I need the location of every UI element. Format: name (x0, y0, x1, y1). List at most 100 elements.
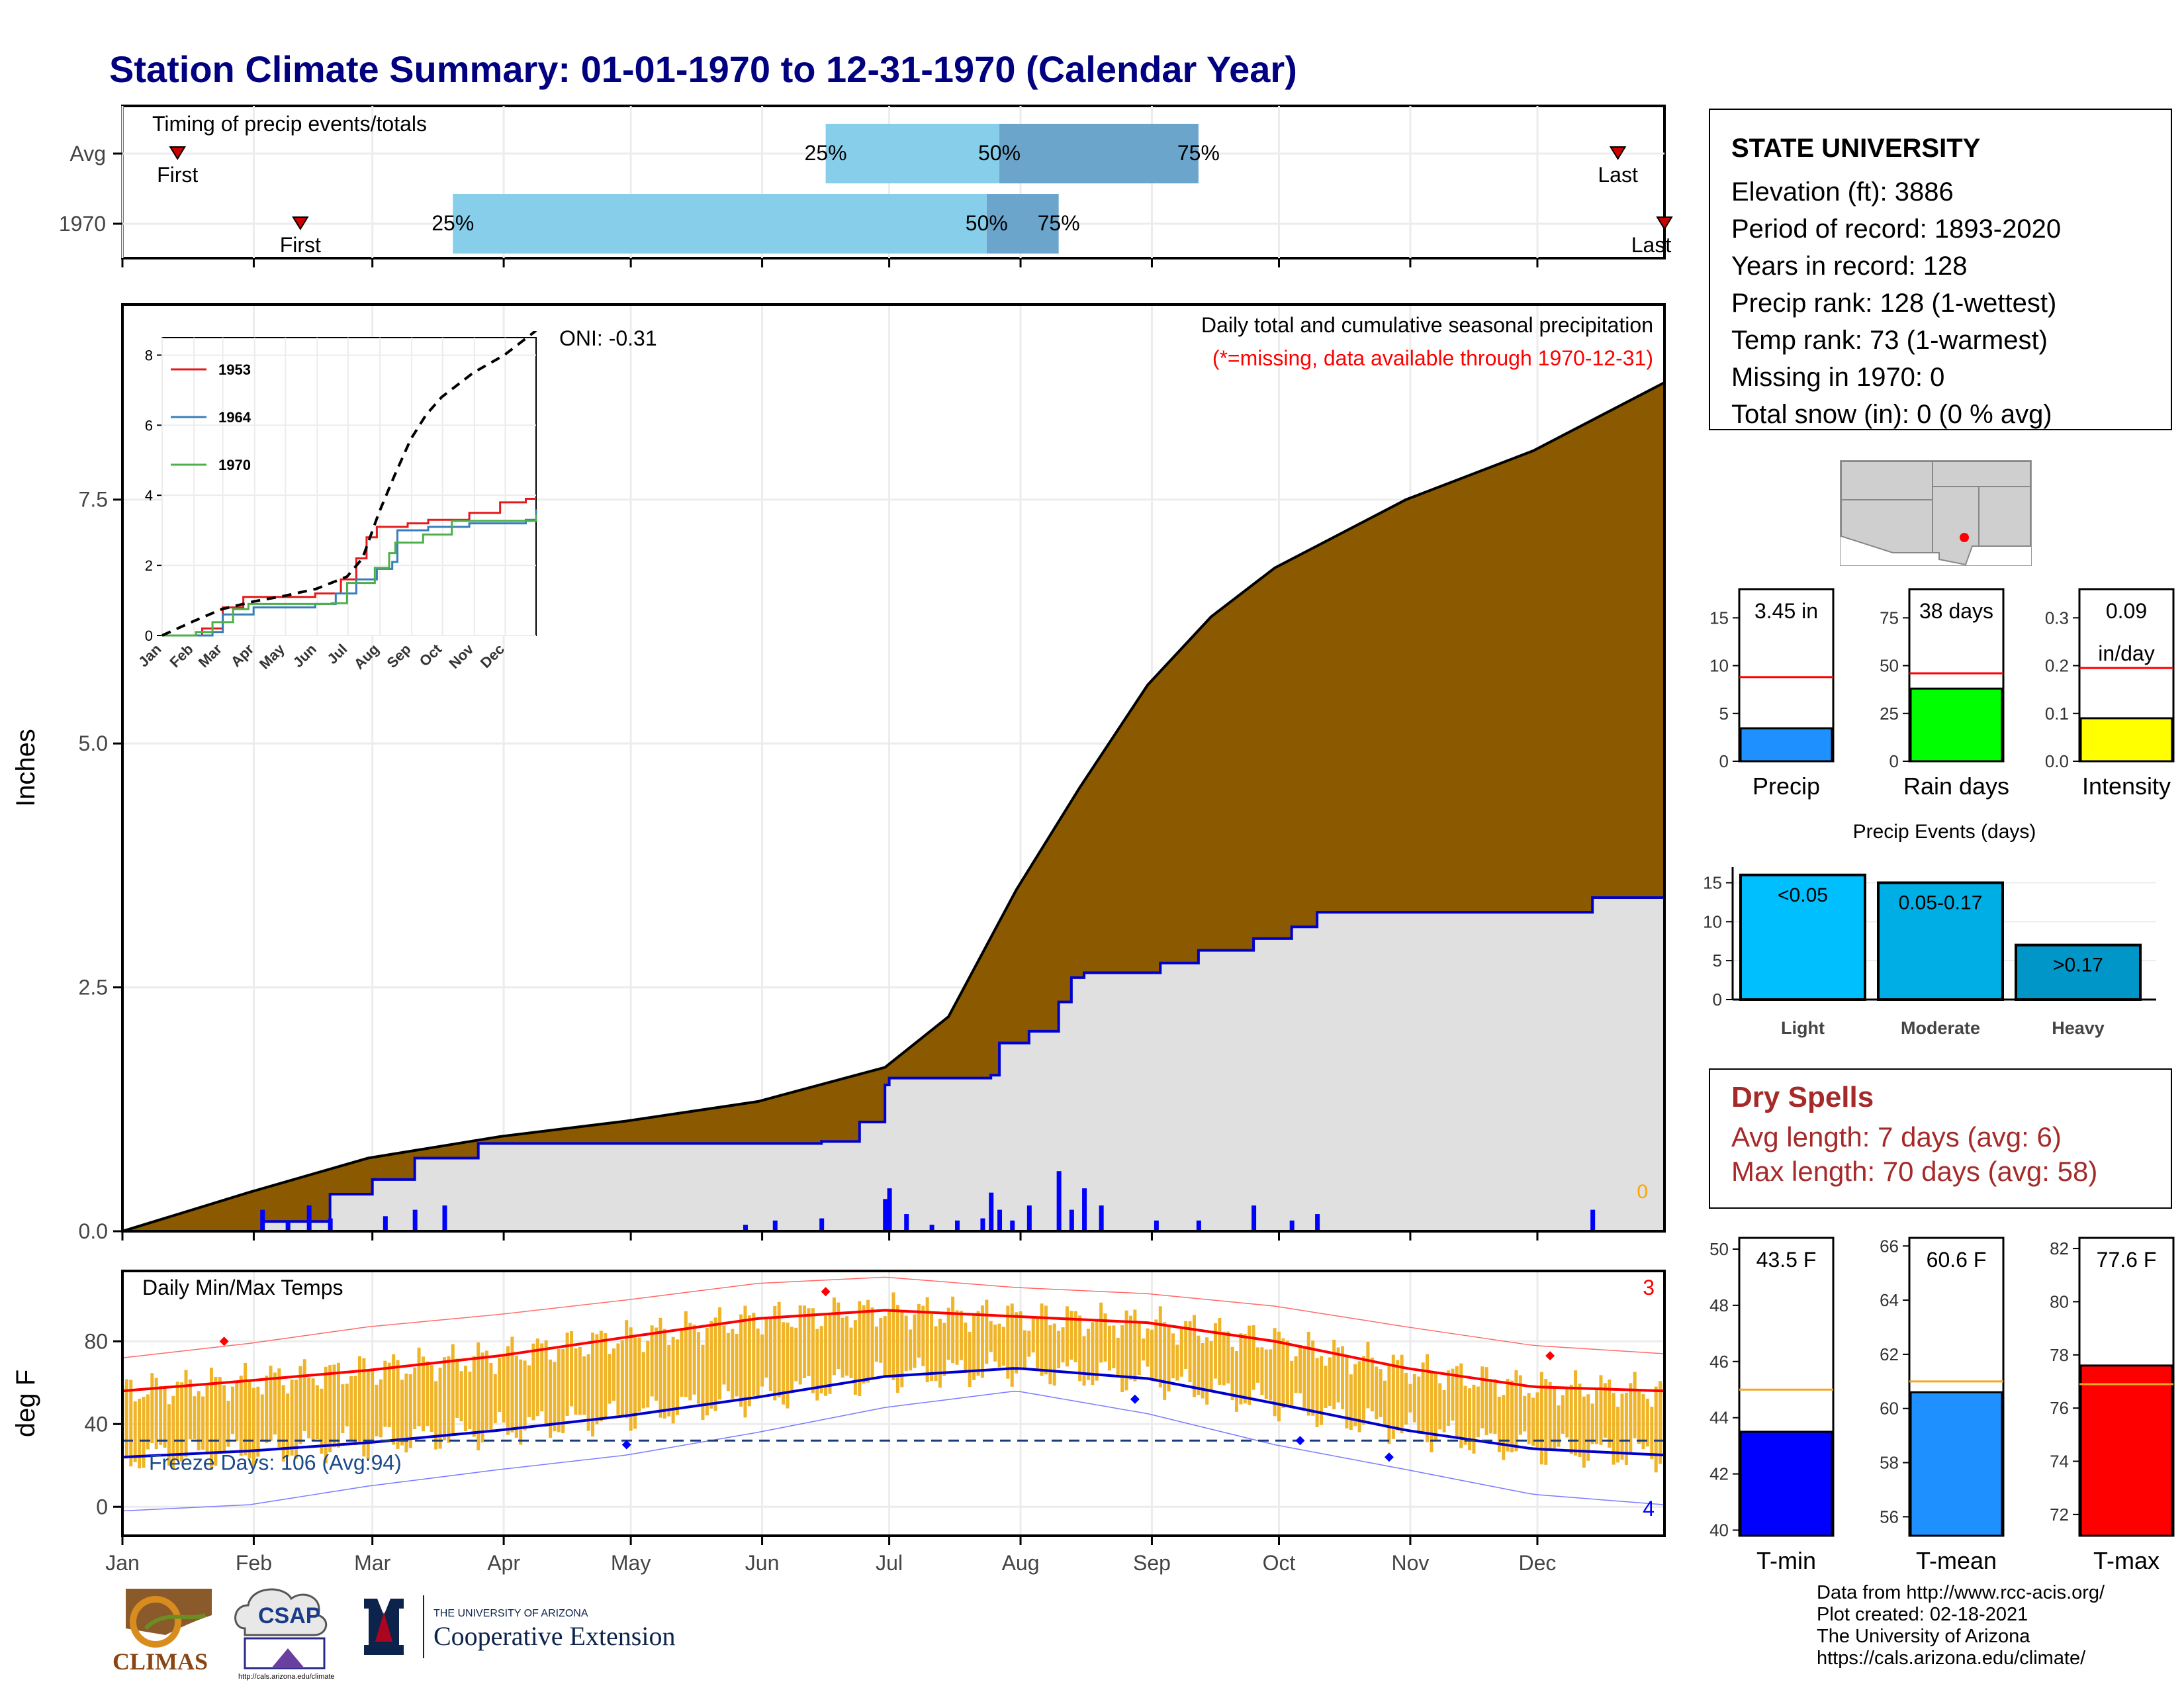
summary-y-tick-label: 78 (2050, 1345, 2069, 1365)
daily-temp-bar (129, 1380, 133, 1467)
climas-logo: CLIMAS (113, 1589, 212, 1675)
inset-legend-label: 1970 (218, 457, 251, 473)
daily-temp-bar (1569, 1384, 1573, 1454)
daily-temp-bar (858, 1301, 862, 1396)
daily-temp-bar (1065, 1306, 1069, 1367)
daily-temp-bar (891, 1292, 895, 1380)
daily-precip-bar (1251, 1205, 1257, 1231)
daily-temp-bar (870, 1307, 874, 1378)
daily-temp-bar (1027, 1331, 1031, 1357)
daily-precip-bar (1154, 1220, 1159, 1231)
daily-temp-bar (676, 1339, 680, 1415)
daily-temp-bar (362, 1358, 366, 1457)
daily-temp-bar (324, 1366, 328, 1464)
daily-temp-bar (553, 1362, 557, 1432)
precip-events-chart: Precip Events (days) 0 5 10 15 <0.05 Light 0.05… (1703, 821, 2156, 1038)
record-high-marker (821, 1287, 831, 1297)
daily-temp-bar (1315, 1358, 1319, 1427)
daily-temp-bar (1408, 1383, 1412, 1413)
inset-x-tick-label: Feb (166, 641, 196, 671)
precip-end-label: 0 (1637, 1181, 1648, 1203)
timing-pct-75: 75% (1038, 211, 1080, 235)
daily-temp-bar (1146, 1328, 1150, 1367)
daily-temp-bar (1539, 1372, 1543, 1465)
daily-temp-bar (1120, 1325, 1124, 1393)
daily-temp-bar (608, 1354, 612, 1404)
summary-bar (1739, 1430, 1833, 1537)
daily-temp-bar (328, 1365, 332, 1452)
daily-temp-bar (1128, 1315, 1132, 1380)
daily-temp-bar (226, 1401, 230, 1447)
month-label: Feb (236, 1551, 272, 1575)
daily-temp-bar (1468, 1388, 1472, 1450)
daily-temp-bar (650, 1325, 654, 1397)
daily-temp-bar (718, 1307, 722, 1400)
summary-y-tick-label: 25 (1880, 704, 1899, 724)
summary-y-tick-label: 10 (1709, 656, 1729, 676)
temp-summary-chart: 40 42 44 46 48 50 43.5 F T-min 56 58 60 62 64 66 60.6 … (1709, 1236, 2175, 1574)
daily-temp-bar (442, 1357, 446, 1440)
inset-y-tick-label: 8 (145, 347, 153, 363)
daily-temp-bar (1518, 1375, 1522, 1435)
daily-temp-bar (400, 1380, 404, 1446)
daily-temp-bar (1362, 1356, 1366, 1425)
daily-temp-bar (133, 1401, 137, 1462)
daily-temp-bar (1349, 1374, 1353, 1430)
daily-temp-bar (909, 1329, 913, 1371)
daily-temp-bar (1332, 1339, 1336, 1409)
daily-temp-bar (408, 1374, 412, 1448)
daily-temp-bar (1650, 1406, 1654, 1460)
credit-plot-date: Plot created: 02-18-2021 (1817, 1604, 2028, 1625)
daily-temp-bar (790, 1327, 794, 1391)
daily-precip-bar (1026, 1205, 1032, 1231)
precip-events-bar-label: >0.17 (2053, 955, 2103, 976)
precip-events-y-tick-label: 5 (1713, 951, 1722, 970)
daily-temp-bar (811, 1308, 815, 1393)
daily-temp-bar (883, 1316, 887, 1377)
daily-temp-bar (430, 1365, 433, 1432)
summary-value-text: 43.5 F (1756, 1248, 1817, 1272)
daily-temp-bar (930, 1313, 934, 1381)
daily-temp-bar (582, 1356, 586, 1415)
daily-temp-bar (985, 1299, 989, 1364)
summary-value-text: 3.45 in (1754, 599, 1818, 623)
daily-temp-bar (527, 1365, 531, 1417)
daily-temp-bar (1273, 1328, 1277, 1417)
daily-temp-bar (379, 1379, 383, 1438)
daily-temp-bar (731, 1329, 735, 1399)
summary-y-tick-label: 40 (1709, 1521, 1729, 1540)
timing-row-label: Avg (69, 142, 106, 165)
daily-temp-bar (146, 1394, 150, 1450)
record-low-marker (1130, 1394, 1140, 1404)
daily-temp-bar (1531, 1397, 1535, 1446)
summary-y-tick-label: 44 (1709, 1408, 1729, 1428)
ua-logo-top: THE UNIVERSITY OF ARIZONA (433, 1608, 588, 1619)
summary-y-tick-label: 80 (2050, 1291, 2069, 1311)
daily-temp-bar (684, 1311, 688, 1397)
summary-y-tick-label: 58 (1880, 1453, 1899, 1473)
daily-temp-bar (1336, 1347, 1340, 1403)
daily-temp-bar (1379, 1369, 1383, 1417)
daily-precip-bar (997, 1209, 1003, 1231)
summary-y-tick-label: 0 (1889, 751, 1899, 771)
summary-y-tick-label: 60 (1880, 1399, 1899, 1419)
daily-temp-bar (586, 1354, 590, 1431)
daily-temp-bar (1641, 1394, 1645, 1450)
daily-temp-bar (468, 1372, 472, 1430)
inset-series-line (161, 331, 537, 637)
summary-value-text: 77.6 F (2097, 1248, 2157, 1272)
daily-temp-bar (1493, 1379, 1497, 1434)
timing-pct-25: 25% (432, 211, 474, 235)
daily-temp-bar (1463, 1385, 1467, 1445)
daily-temp-bar (599, 1331, 603, 1422)
daily-temp-bar (722, 1325, 726, 1385)
daily-temp-bar (421, 1356, 425, 1432)
daily-temp-bar (1069, 1311, 1073, 1360)
summary-y-tick-label: 75 (1880, 608, 1899, 628)
daily-temp-bar (1091, 1322, 1095, 1385)
inset-y-tick-label: 4 (145, 487, 153, 504)
daily-temp-bar (1608, 1380, 1612, 1448)
temp-y-tick-label: 80 (84, 1329, 108, 1353)
daily-temp-bar (1375, 1366, 1379, 1420)
daily-temp-bar (1370, 1357, 1374, 1412)
